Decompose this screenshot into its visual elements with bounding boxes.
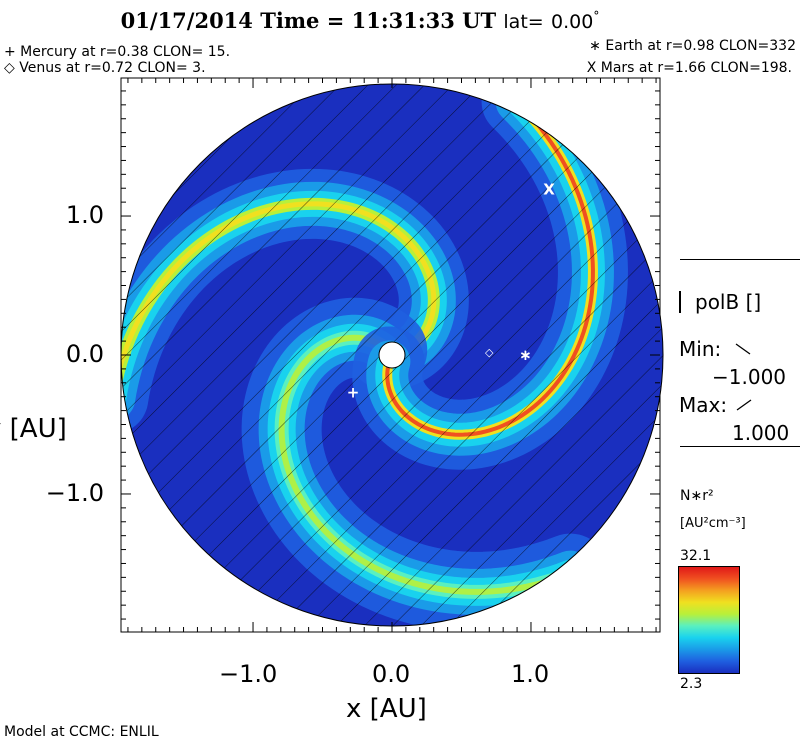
colorbar: [678, 566, 740, 674]
y-tick-label: 0.0: [65, 340, 104, 368]
polarity-min-value: −1.000: [712, 365, 787, 389]
polarity-label-text: polB []: [695, 290, 762, 314]
title-date: 01/17/2014: [120, 8, 253, 33]
polarity-label: polB []: [679, 290, 761, 314]
colorbar-units: [AU²cm⁻³]: [680, 516, 746, 531]
model-credit: Model at CCMC: ENLIL: [4, 724, 159, 740]
title-tz: UT: [462, 8, 497, 33]
axis-ticks: [121, 78, 660, 632]
title-time: 11:31:33: [351, 8, 455, 33]
y-axis-label: y [AU]: [0, 414, 67, 444]
legend-earth: ∗ Earth at r=0.98 CLON=332: [589, 38, 796, 54]
planet-markers: + ◇ ∗ X: [347, 181, 555, 402]
title-degree: °: [593, 9, 600, 23]
polarity-top-rule: [680, 259, 800, 260]
inner-boundary: [378, 341, 406, 369]
y-tick-label: 1.0: [65, 201, 104, 230]
plot-title: 01/17/2014 Time = 11:31:33 UT lat= 0.00°: [0, 8, 720, 33]
title-time-label: Time =: [260, 8, 345, 33]
planet-marker: +: [347, 384, 360, 402]
planet-marker: ∗: [519, 346, 532, 364]
x-axis-label: x [AU]: [346, 694, 427, 724]
polarity-max-row: Max:: [679, 393, 753, 417]
polarity-bottom-rule: [680, 446, 800, 447]
hatch-slash-icon: [737, 399, 752, 411]
legend-mercury: + Mercury at r=0.38 CLON= 15.: [4, 44, 231, 60]
density-disc: [121, 84, 663, 626]
polarity-max-label: Max:: [679, 393, 728, 417]
title-lat-value: 0.00: [551, 11, 594, 33]
planet-marker: ◇: [485, 346, 494, 359]
colorbar-max-label: 32.1: [680, 548, 712, 564]
legend-venus: ◇ Venus at r=0.72 CLON= 3.: [4, 60, 206, 76]
polarity-min-label: Min:: [679, 337, 722, 361]
hatch-backslash-icon: [735, 343, 750, 355]
colorbar-quantity: N∗r²: [680, 488, 714, 504]
title-lat-label: lat=: [503, 11, 544, 33]
y-tick-label: −1.0: [45, 478, 104, 507]
colorbar-min-label: 2.3: [680, 676, 703, 692]
x-tick-label: −1.0: [219, 660, 278, 688]
x-tick-label: 0.0: [372, 660, 411, 688]
polarity-min-row: Min:: [679, 337, 752, 361]
x-tick-label: 1.0: [510, 660, 550, 688]
legend-mars: X Mars at r=1.66 CLON=198.: [586, 60, 792, 76]
polarity-bar-icon: [679, 291, 681, 313]
polarity-max-value: 1.000: [732, 421, 790, 445]
planet-marker: X: [543, 181, 555, 199]
